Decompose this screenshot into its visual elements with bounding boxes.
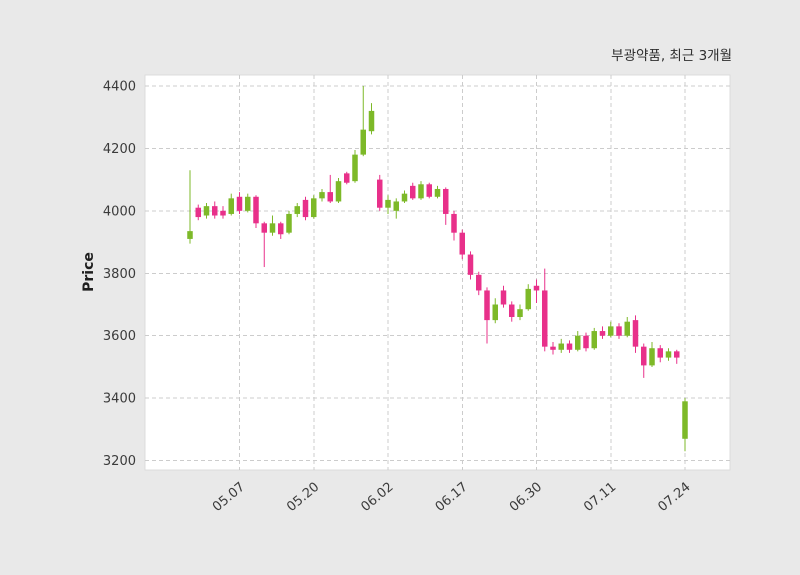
x-tick-label: 05.20 — [284, 480, 322, 515]
x-tick-label: 06.02 — [358, 480, 396, 515]
candle-body-down — [509, 304, 515, 317]
candle-body-up — [418, 184, 424, 199]
x-tick-label: 07.11 — [581, 480, 619, 515]
candle-body-down — [467, 254, 474, 275]
candle-body-up — [294, 206, 300, 214]
candle-body-down — [550, 346, 556, 350]
candle-body-up — [434, 188, 441, 197]
candle-body-down — [236, 196, 243, 211]
candle-body-up — [517, 309, 523, 317]
candle-body-down — [533, 285, 540, 291]
candle-body-up — [335, 181, 342, 202]
candle-body-down — [261, 223, 267, 233]
candle-body-down — [484, 290, 490, 321]
y-tick-label: 3800 — [103, 267, 136, 282]
candle-body-down — [674, 351, 680, 358]
candle-body-down — [641, 346, 647, 366]
candle-body-up — [624, 321, 630, 336]
candle-body-down — [377, 179, 383, 208]
candle-body-up — [311, 198, 317, 218]
candle-body-down — [632, 320, 639, 347]
candle-body-up — [682, 401, 688, 439]
candle-body-down — [302, 199, 309, 218]
candle-body-down — [599, 331, 606, 336]
candle-body-up — [385, 199, 391, 208]
x-tick-label: 06.30 — [507, 480, 545, 515]
x-tick-label: 06.17 — [433, 480, 471, 515]
candle-body-up — [352, 154, 358, 182]
candle-body-down — [476, 274, 482, 291]
candle-body-up — [269, 223, 276, 233]
candle-body-up — [245, 196, 251, 211]
candle-body-down — [327, 192, 333, 202]
candle-body-down — [212, 206, 218, 216]
candle-body-down — [500, 290, 507, 305]
candle-body-down — [542, 290, 548, 347]
candle-body-down — [344, 173, 350, 183]
candle-body-down — [566, 343, 573, 350]
candle-body-up — [319, 192, 325, 199]
chart-title: 부광약품, 최근 3개월 — [611, 48, 732, 64]
candle-body-up — [525, 288, 531, 310]
candle-body-up — [492, 304, 498, 321]
candle-body-down — [459, 232, 465, 255]
plot-area — [144, 74, 731, 471]
candle-body-down — [278, 223, 284, 235]
candle-body-up — [401, 193, 408, 202]
candle-body-down — [426, 184, 432, 197]
candle-body-down — [253, 196, 259, 224]
candle-body-down — [410, 185, 416, 199]
candle-body-down — [616, 326, 622, 336]
y-tick-label: 3400 — [103, 392, 136, 407]
candle-body-down — [583, 335, 589, 349]
candle-body-up — [665, 351, 672, 358]
candle-body-up — [368, 110, 375, 132]
candle-body-up — [286, 213, 292, 233]
candle-body-down — [443, 188, 449, 214]
candle-body-up — [187, 231, 193, 239]
y-tick-label: 4200 — [103, 142, 136, 157]
candle-body-down — [195, 207, 201, 218]
candle-body-up — [203, 206, 210, 216]
y-tick-label: 3600 — [103, 329, 136, 344]
candle-body-up — [591, 331, 597, 349]
y-axis-label: Price — [81, 252, 97, 292]
candle-body-up — [649, 348, 655, 366]
candle-body-up — [608, 326, 614, 336]
x-tick-label: 05.07 — [210, 480, 248, 515]
y-tick-label: 4400 — [103, 79, 136, 94]
x-tick-label: 07.24 — [655, 480, 693, 515]
candle-body-up — [393, 201, 399, 211]
candle-body-up — [575, 335, 581, 350]
candle-body-down — [451, 213, 457, 233]
y-tick-label: 3200 — [103, 454, 136, 469]
candle-body-up — [558, 343, 564, 350]
candle-body-up — [228, 198, 234, 214]
candle-body-down — [220, 210, 226, 216]
candle-body-down — [657, 348, 663, 358]
candle-body-up — [360, 129, 366, 155]
y-tick-label: 4000 — [103, 204, 136, 219]
